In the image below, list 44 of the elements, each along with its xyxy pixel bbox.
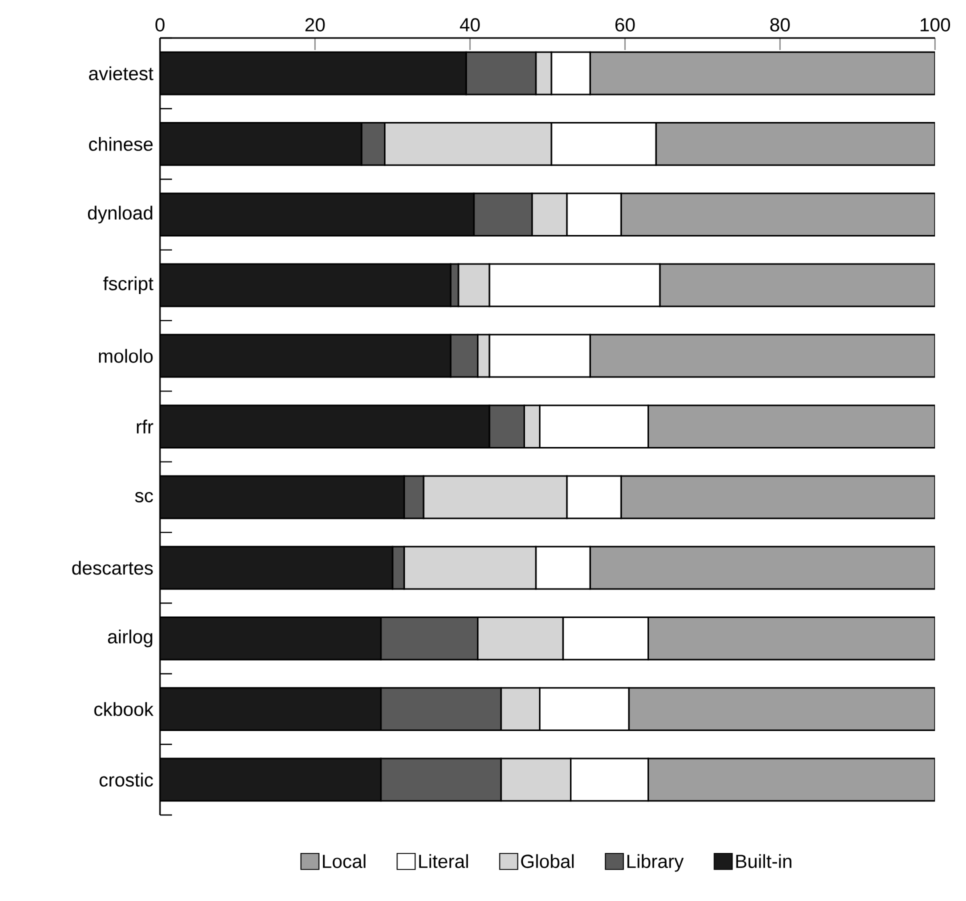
- y-tick-label: rfr: [136, 420, 154, 434]
- bar: [648, 758, 936, 802]
- bar: [589, 334, 936, 378]
- legend-label: Literal: [419, 854, 468, 868]
- x-tick-label: 100: [920, 18, 950, 32]
- bar: [160, 616, 382, 660]
- bar: [160, 475, 405, 520]
- y-tick-label: chinese: [89, 137, 153, 151]
- y-tick-label: airlog: [108, 630, 152, 648]
- x-tick-label: 20: [305, 18, 325, 32]
- legend-label: Built-in: [736, 854, 792, 868]
- legend-label: Global: [521, 854, 574, 868]
- bar: [620, 192, 936, 237]
- bar: [655, 122, 936, 166]
- bar: [160, 122, 362, 166]
- bar: [659, 263, 936, 308]
- bar: [648, 616, 936, 660]
- bar: [160, 546, 394, 590]
- x-tick-label: 80: [770, 18, 790, 32]
- bar: [620, 475, 936, 520]
- y-tick-label: ckbook: [94, 702, 154, 716]
- bar: [160, 334, 452, 378]
- bar: [160, 687, 382, 731]
- legend-label: Local: [322, 854, 366, 868]
- bar: [160, 263, 452, 308]
- bar: [160, 758, 382, 802]
- y-tick-label: fscript: [103, 276, 154, 294]
- bar: [160, 404, 490, 448]
- y-tick-label: sc: [135, 492, 153, 502]
- bar: [160, 51, 467, 96]
- y-tick-label: descartes: [72, 560, 153, 575]
- legend-label: Library: [627, 854, 684, 872]
- bar: [628, 687, 936, 731]
- bar: [648, 404, 936, 448]
- x-tick-label: 40: [460, 18, 480, 32]
- bar: [589, 546, 936, 590]
- y-tick-label: avietest: [89, 66, 154, 80]
- y-tick-label: dynload: [88, 206, 152, 224]
- bar: [589, 51, 936, 96]
- y-tick-label: mololo: [98, 348, 153, 363]
- y-tick-label: crostic: [100, 772, 153, 787]
- x-tick-label: 0: [155, 18, 165, 32]
- bar: [160, 192, 475, 237]
- x-tick-label: 60: [615, 18, 635, 32]
